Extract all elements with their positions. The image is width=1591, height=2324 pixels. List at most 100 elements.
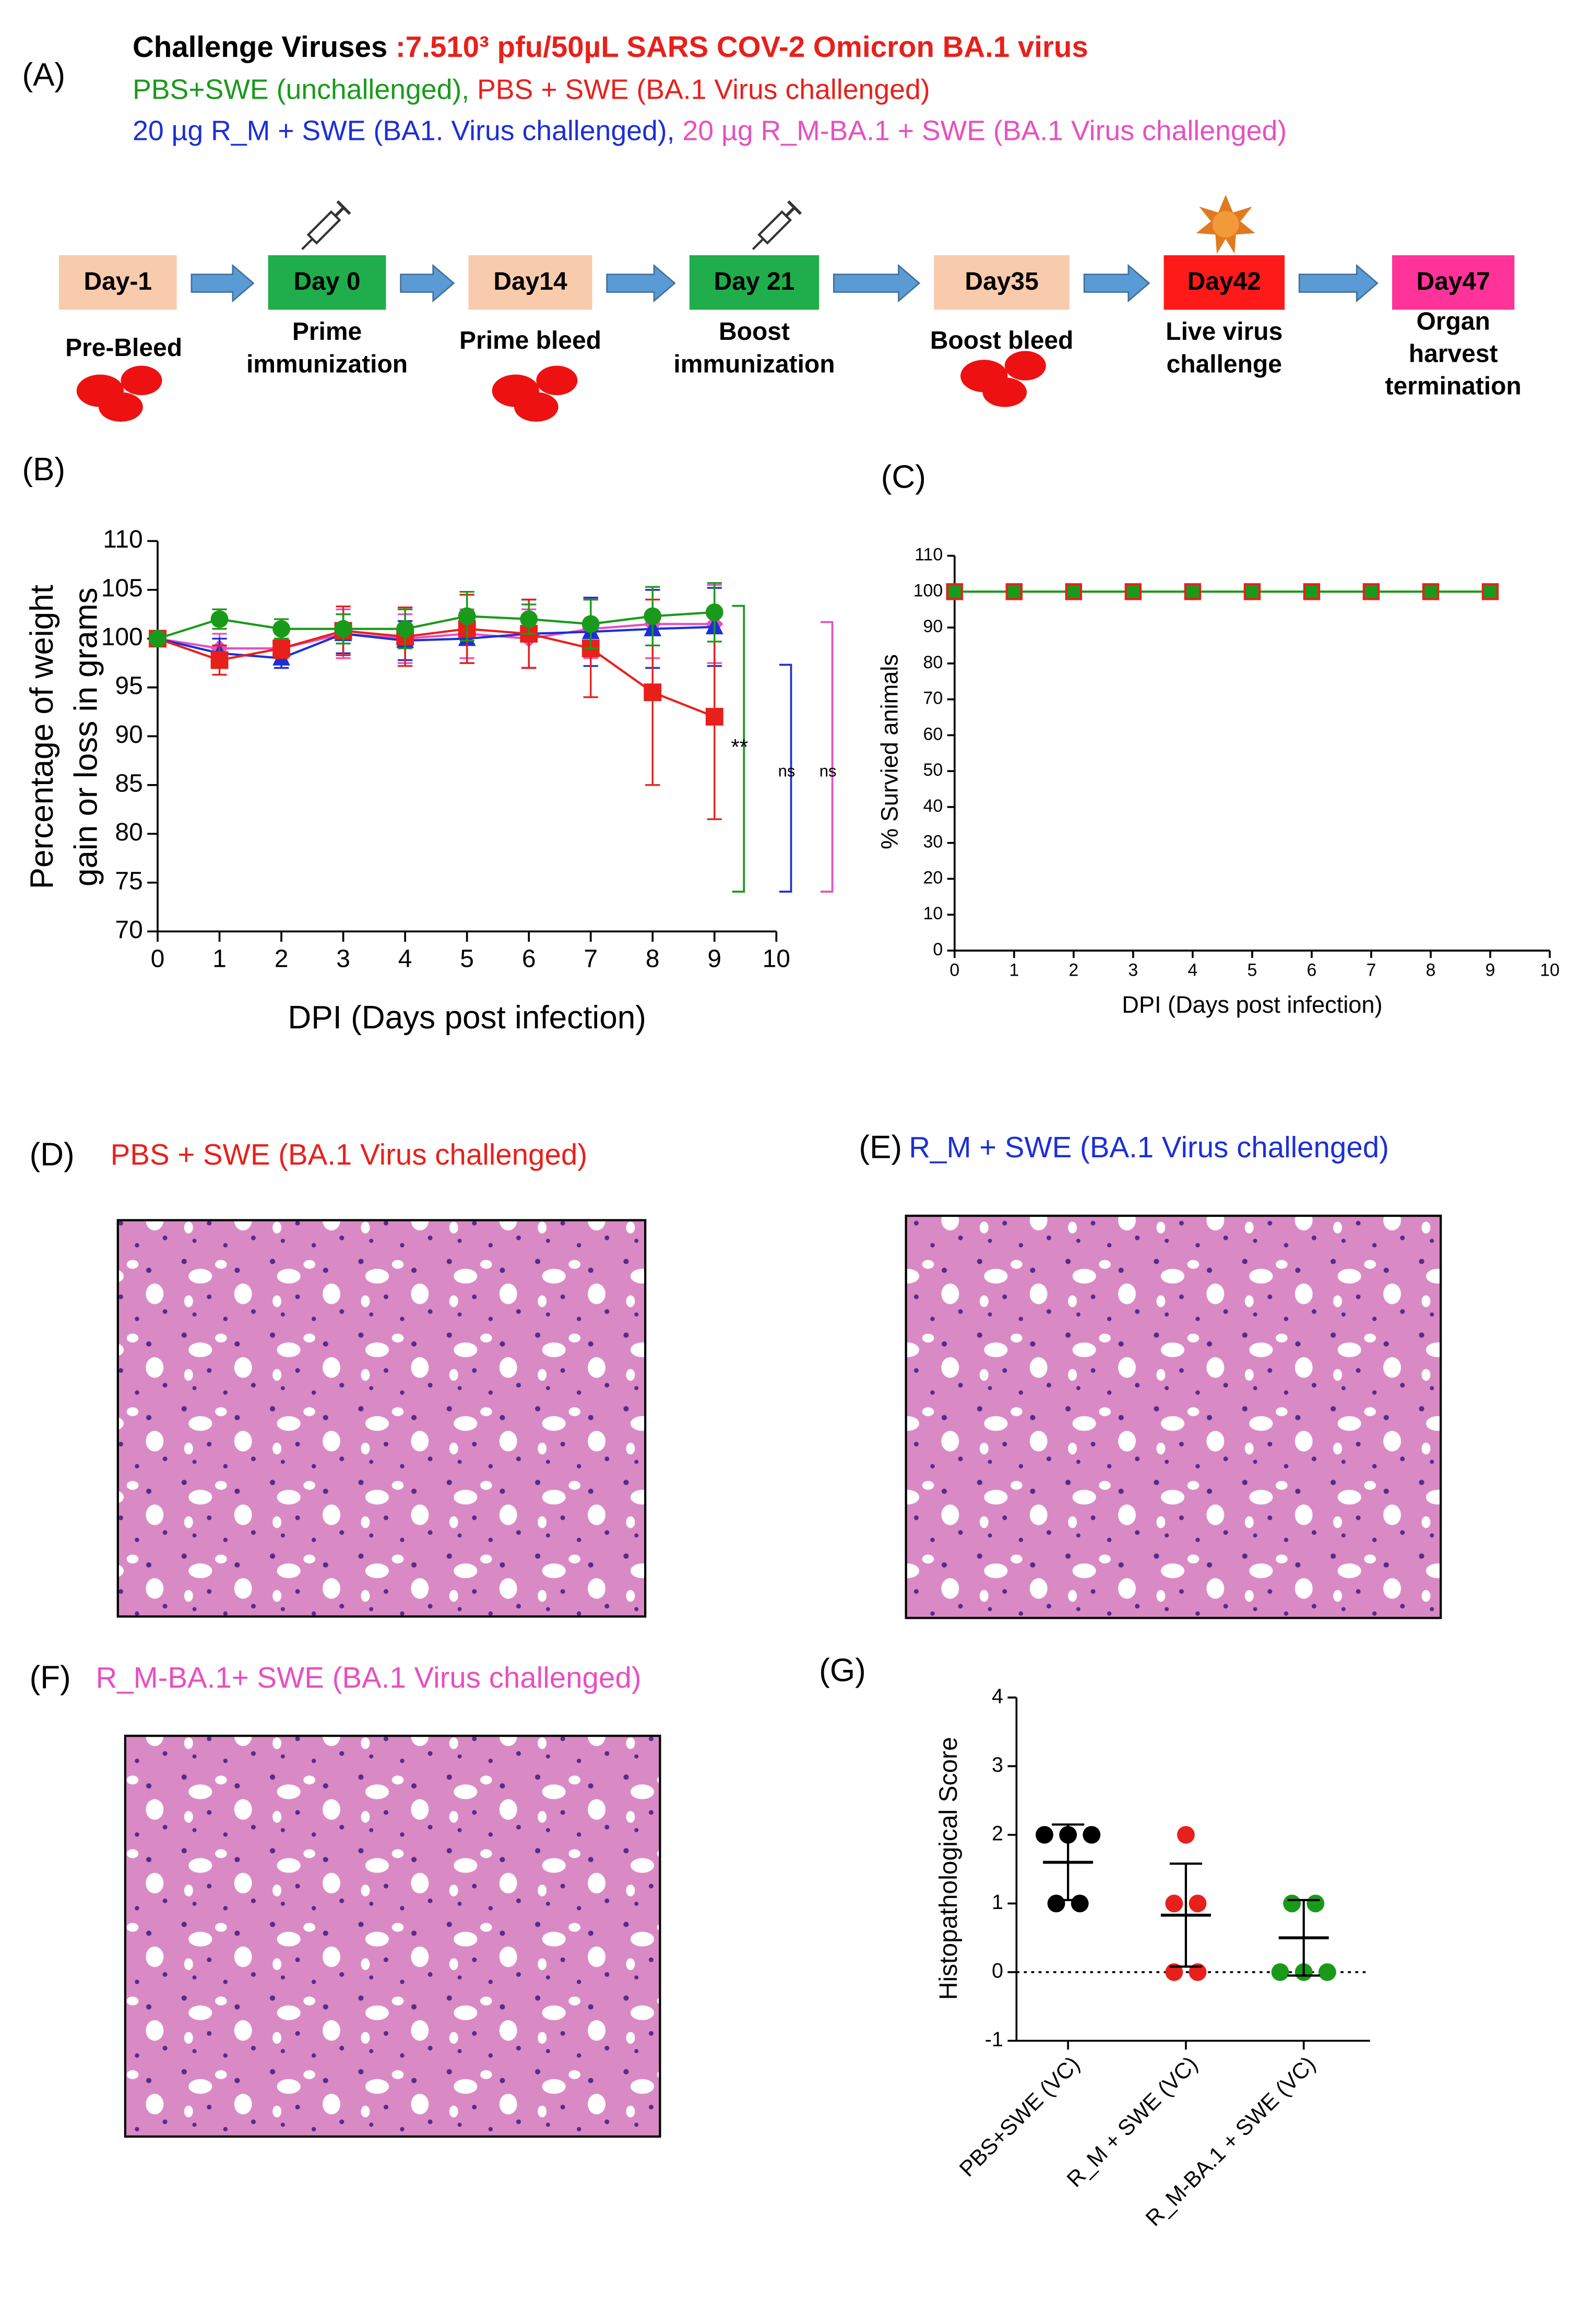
y-tick-label: 30	[923, 832, 943, 852]
marker	[334, 620, 352, 638]
marker	[1481, 583, 1499, 600]
x-tick-label: 5	[460, 945, 474, 973]
y-tick-label: 80	[115, 819, 143, 846]
significance-bracket	[732, 604, 745, 893]
timeline-arrow	[191, 264, 255, 303]
marker	[149, 630, 167, 648]
x-axis-label: DPI (Days post infection)	[1122, 991, 1382, 1018]
marker	[1422, 583, 1440, 600]
data-point	[1071, 1894, 1089, 1913]
x-tick-label: 8	[646, 945, 660, 973]
legend-entry: PBS + SWE (BA.1 Virus challenged)	[477, 74, 930, 105]
x-tick-label: 0	[151, 945, 165, 973]
blood-icon	[76, 351, 1046, 422]
timeline-label: immunization	[246, 350, 408, 378]
sd-bar	[1287, 1899, 1320, 1977]
timeline-box	[58, 255, 177, 310]
y-tick-label: 2	[992, 1822, 1003, 1845]
timeline-label: Boost bleed	[930, 327, 1074, 354]
timeline-label: Prime bleed	[459, 327, 601, 354]
image-title: R_M-BA.1+ SWE (BA.1 Virus challenged)	[96, 1661, 641, 1694]
x-tick-label: 9	[1486, 960, 1495, 980]
x-tick-label: 9	[707, 945, 721, 973]
timeline-label: Prime	[292, 318, 362, 346]
data-point	[1165, 1894, 1183, 1913]
panel-label: (G)	[819, 1652, 866, 1688]
timeline-label: immunization	[673, 350, 835, 378]
timeline-label: termination	[1385, 373, 1522, 400]
y-tick-label: 4	[992, 1685, 1003, 1708]
series-line	[157, 623, 715, 650]
y-axis-label: % Survied animals	[876, 654, 903, 849]
timeline-arrow	[400, 264, 455, 303]
icons	[76, 195, 1255, 422]
title-prefix: Challenge Viruses	[133, 30, 396, 63]
marker	[1362, 583, 1380, 600]
x-tick-label: 5	[1247, 960, 1257, 980]
y-tick-label: 75	[115, 868, 143, 895]
timeline-arrow	[833, 264, 921, 303]
timeline-label: Live virus	[1166, 318, 1283, 346]
x-tick-label: 3	[1128, 960, 1138, 980]
marker	[520, 610, 538, 628]
panel-label: (A)	[22, 57, 65, 93]
marker	[946, 583, 964, 600]
legend-entry: 20 µg R_M-BA.1 + SWE (BA.1 Virus challen…	[682, 115, 1287, 147]
panel-label: (E)	[859, 1129, 902, 1165]
title-main: :7.510³ pfu/50µL SARS COV-2 Omicron BA.1…	[396, 30, 1088, 63]
timeline-day: Day47	[1416, 268, 1490, 295]
marker	[705, 603, 723, 621]
x-tick-label: 7	[584, 945, 598, 973]
legend-entry: PBS+SWE (unchallenged),	[133, 74, 477, 105]
significance-bracket	[820, 621, 834, 893]
timeline-arrow	[1298, 264, 1379, 303]
timeline-day: Day-1	[84, 268, 152, 295]
timeline-label: Organ	[1416, 307, 1490, 335]
y-axis-label: Percentage of weight	[24, 585, 60, 889]
panel-label: (D)	[29, 1137, 74, 1173]
timeline-label: Pre-Bleed	[65, 334, 182, 362]
timeline-box	[268, 255, 386, 310]
data-point	[1177, 1825, 1195, 1844]
sd-bar	[1169, 1863, 1202, 1968]
x-tick-label: 1	[212, 945, 227, 973]
marker	[210, 651, 229, 669]
x-tick-label: PBS+SWE (VC)	[955, 2052, 1085, 2181]
marker	[396, 620, 414, 638]
y-tick-label: 80	[923, 653, 943, 672]
x-tick-label: 2	[275, 945, 289, 973]
timeline-box	[689, 255, 820, 310]
y-axis-label: Histopathological Score	[935, 1737, 963, 2000]
marker	[1124, 583, 1142, 600]
y-tick-label: 85	[115, 770, 143, 798]
y-tick-label: 20	[923, 868, 943, 887]
timeline-arrow	[1083, 264, 1150, 303]
y-tick-label: 60	[923, 724, 943, 744]
x-tick-label: 10	[1540, 960, 1560, 980]
x-tick-label: 4	[1188, 960, 1197, 980]
y-tick-label: 90	[923, 616, 943, 636]
y-tick-label: 90	[115, 721, 143, 749]
panel-label: (B)	[22, 452, 65, 488]
marker	[1184, 583, 1202, 600]
timeline-day: Day35	[965, 268, 1038, 295]
timeline-label: harvest	[1409, 340, 1498, 368]
significance-label: ns	[820, 762, 837, 780]
timeline-day: Day 0	[294, 268, 361, 295]
x-tick-label: 7	[1367, 960, 1376, 980]
panel-label: (F)	[29, 1659, 70, 1695]
y-tick-label: 100	[913, 580, 943, 600]
y-tick-label: 3	[992, 1753, 1003, 1776]
timeline-arrow	[606, 264, 676, 303]
series-line	[157, 627, 715, 718]
histology-image	[116, 1219, 647, 1618]
y-tick-label: 50	[923, 760, 943, 780]
x-tick-label: 6	[522, 945, 536, 973]
header-title: Challenge Viruses :7.510³ pfu/50µL SARS …	[133, 30, 1088, 63]
y-tick-label: 40	[923, 796, 943, 816]
significance-label: ns	[778, 762, 796, 780]
timeline-day: Day42	[1188, 268, 1261, 295]
timeline-label: challenge	[1167, 350, 1282, 378]
timeline-box	[468, 255, 592, 310]
